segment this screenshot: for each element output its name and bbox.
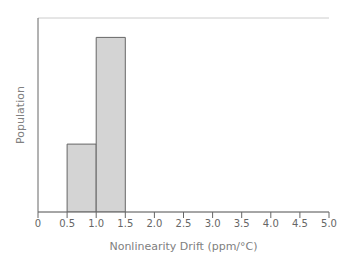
svg-text:0: 0: [35, 218, 41, 229]
svg-text:3.5: 3.5: [234, 218, 250, 229]
svg-text:5.0: 5.0: [321, 218, 337, 229]
svg-text:4.0: 4.0: [263, 218, 279, 229]
svg-text:0.5: 0.5: [59, 218, 75, 229]
svg-text:1.5: 1.5: [117, 218, 133, 229]
svg-text:3.0: 3.0: [205, 218, 221, 229]
svg-text:4.5: 4.5: [292, 218, 308, 229]
svg-text:Population: Population: [14, 86, 27, 144]
svg-text:2.5: 2.5: [176, 218, 192, 229]
svg-text:2.0: 2.0: [146, 218, 162, 229]
svg-text:Nonlinearity Drift (ppm/°C): Nonlinearity Drift (ppm/°C): [109, 240, 257, 253]
svg-text:1.0: 1.0: [88, 218, 104, 229]
